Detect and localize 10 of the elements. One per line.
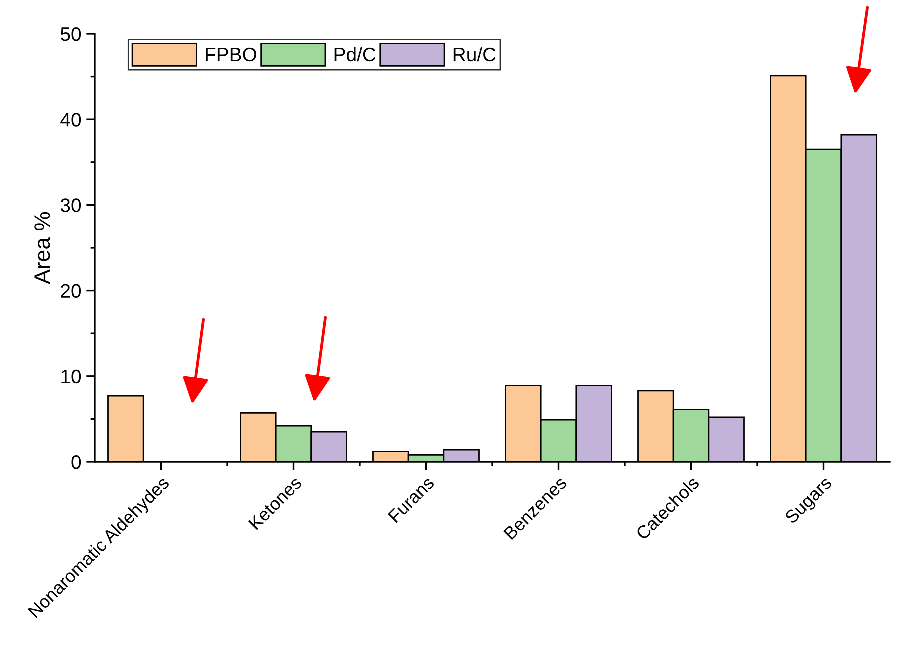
y-tick-label: 40 <box>60 113 82 127</box>
y-tick-label: 30 <box>60 198 82 212</box>
y-tick-label: 10 <box>62 370 82 384</box>
legend-label: Ru/C <box>454 47 496 62</box>
y-tick-label: 20 <box>61 284 82 298</box>
legend-label: FPBO <box>206 48 256 62</box>
legend-label: Pd/C <box>334 47 376 62</box>
y-axis-title: Area % <box>34 212 50 284</box>
y-tick-label: 50 <box>60 27 82 42</box>
y-tick-label: 0 <box>72 455 82 470</box>
